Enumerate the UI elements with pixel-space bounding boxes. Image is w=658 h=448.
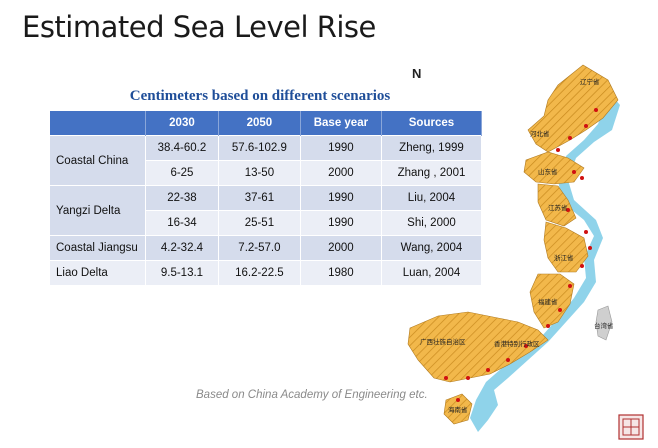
table-row: Coastal China 38.4-60.2 57.6-102.9 1990 … bbox=[50, 135, 483, 186]
city-dot bbox=[588, 246, 592, 250]
source-credit: Based on China Academy of Engineering et… bbox=[196, 389, 428, 401]
header-base-year: Base year bbox=[300, 111, 382, 136]
city-dot bbox=[594, 108, 598, 112]
map-label-hainan: 海南省 bbox=[448, 405, 468, 414]
city-dot bbox=[572, 170, 576, 174]
city-dot bbox=[466, 376, 470, 380]
header-region bbox=[50, 111, 146, 136]
value-base-year: 1990 bbox=[300, 135, 382, 161]
header-sources: Sources bbox=[381, 111, 483, 136]
value-source: Wang, 2004 bbox=[381, 235, 483, 261]
region-cell: Coastal China bbox=[50, 135, 146, 186]
map-label-fujian: 福建省 bbox=[538, 297, 558, 306]
north-arrow-icon: N bbox=[412, 66, 422, 81]
value-source: Liu, 2004 bbox=[381, 185, 483, 211]
value-2050: 7.2-57.0 bbox=[218, 235, 301, 261]
value-base-year: 1980 bbox=[300, 260, 382, 285]
value-2030: 22-38 bbox=[145, 185, 219, 211]
city-dot bbox=[556, 148, 560, 152]
value-base-year: 1990 bbox=[300, 210, 382, 236]
table-header-row: 2030 2050 Base year Sources bbox=[50, 111, 483, 136]
city-dot bbox=[568, 284, 572, 288]
value-2050: 37-61 bbox=[218, 185, 301, 211]
value-source: Zheng, 1999 bbox=[381, 135, 483, 161]
region-cell: Yangzi Delta bbox=[50, 185, 146, 236]
map-label-zhejiang: 浙江省 bbox=[554, 253, 574, 262]
city-dot bbox=[566, 208, 570, 212]
value-base-year: 2000 bbox=[300, 160, 382, 186]
value-2030: 4.2-32.4 bbox=[145, 235, 219, 261]
table-row: 6-25 13-50 2000 Zhang , 2001 bbox=[50, 160, 483, 186]
map-label-guangxi: 广西壮族自治区 bbox=[420, 337, 466, 346]
shandong-province bbox=[523, 151, 585, 185]
table-row: Coastal Jiangsu 4.2-32.4 7.2-57.0 2000 W… bbox=[50, 235, 483, 261]
southern-provinces bbox=[407, 311, 549, 383]
city-dot bbox=[584, 230, 588, 234]
value-2050: 57.6-102.9 bbox=[218, 135, 301, 161]
map-label-jiangsu: 江苏省 bbox=[548, 203, 568, 212]
region-cell: Coastal Jiangsu bbox=[50, 235, 146, 261]
value-2030: 9.5-13.1 bbox=[145, 260, 219, 285]
value-2030: 38.4-60.2 bbox=[145, 135, 219, 161]
city-dot bbox=[506, 358, 510, 362]
value-2050: 25-51 bbox=[218, 210, 301, 236]
value-base-year: 2000 bbox=[300, 235, 382, 261]
value-base-year: 1990 bbox=[300, 185, 382, 211]
zhejiang-province bbox=[543, 221, 589, 273]
city-dot bbox=[546, 324, 550, 328]
taiwan-island bbox=[595, 305, 613, 341]
value-2050: 13-50 bbox=[218, 160, 301, 186]
hainan-province bbox=[443, 393, 473, 425]
header-2030: 2030 bbox=[145, 111, 219, 136]
city-dot bbox=[580, 176, 584, 180]
city-dot bbox=[558, 308, 562, 312]
city-dot bbox=[444, 376, 448, 380]
value-source: Zhang , 2001 bbox=[381, 160, 483, 186]
coastal-china-map: 辽宁省 河北省 山东省 江苏省 浙江省 福建省 广西壮族自治区 香港特别行政区 … bbox=[407, 64, 620, 432]
map-label-shandong: 山东省 bbox=[538, 167, 558, 176]
region-cell: Liao Delta bbox=[50, 260, 146, 285]
map-label-hebei: 河北省 bbox=[530, 129, 550, 138]
slide-title: Estimated Sea Level Rise bbox=[22, 10, 376, 44]
city-dot bbox=[568, 136, 572, 140]
map-label-liaoning: 辽宁省 bbox=[580, 77, 600, 86]
table-row: Yangzi Delta 22-38 37-61 1990 Liu, 2004 bbox=[50, 185, 483, 236]
seal-stamp-icon bbox=[618, 414, 644, 440]
table-row: 16-34 25-51 1990 Shi, 2000 bbox=[50, 210, 483, 236]
jiangsu-province bbox=[537, 183, 577, 227]
value-source: Shi, 2000 bbox=[381, 210, 483, 236]
city-dot bbox=[524, 344, 528, 348]
coastal-sea-strip bbox=[470, 85, 620, 432]
table-row: Liao Delta 9.5-13.1 16.2-22.5 1980 Luan,… bbox=[50, 260, 483, 285]
sea-level-table: 2030 2050 Base year Sources Coastal Chin… bbox=[50, 111, 483, 285]
table-subtitle: Centimeters based on different scenarios bbox=[129, 88, 391, 104]
value-2050: 16.2-22.5 bbox=[218, 260, 301, 285]
map-label-hk: 香港特别行政区 bbox=[494, 339, 540, 348]
map-label-taiwan: 台湾省 bbox=[594, 321, 614, 330]
city-dot bbox=[584, 124, 588, 128]
header-2050: 2050 bbox=[218, 111, 301, 136]
value-2030: 16-34 bbox=[145, 210, 219, 236]
city-dot bbox=[486, 368, 490, 372]
value-2030: 6-25 bbox=[145, 160, 219, 186]
northern-provinces bbox=[527, 64, 619, 153]
value-source: Luan, 2004 bbox=[381, 260, 483, 285]
city-dot bbox=[456, 398, 460, 402]
fujian-province bbox=[529, 273, 575, 329]
city-dot bbox=[580, 264, 584, 268]
